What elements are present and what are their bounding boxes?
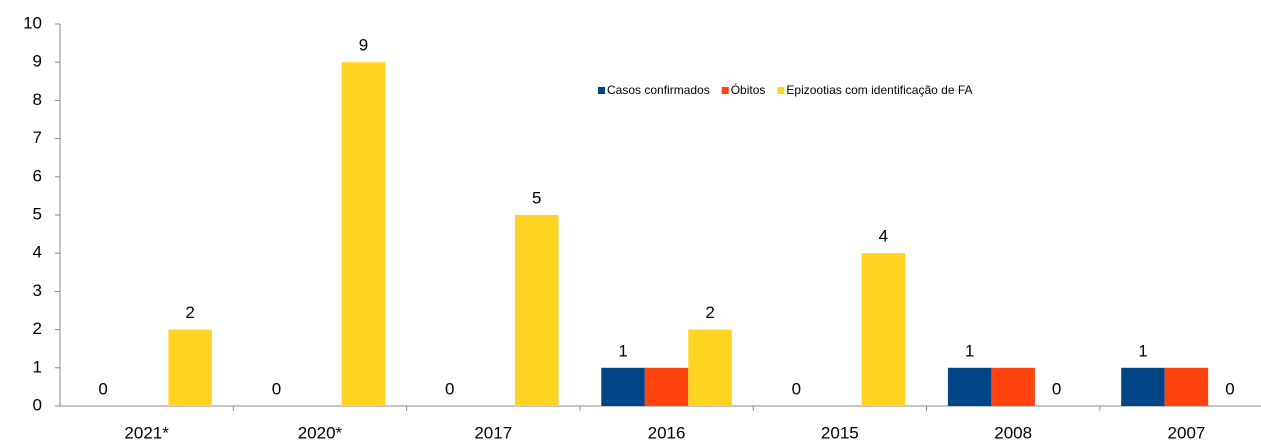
legend-swatch (721, 87, 729, 94)
data-label: 1 (618, 341, 627, 360)
data-label: 0 (792, 379, 801, 398)
data-label: 4 (879, 227, 888, 246)
bar (515, 215, 559, 406)
legend-label: Óbitos (731, 82, 766, 97)
y-tick-label: 9 (33, 52, 42, 71)
y-tick-label: 1 (33, 357, 42, 376)
data-label: 0 (1052, 379, 1061, 398)
x-tick-label: 2008 (994, 423, 1032, 442)
y-tick-label: 2 (33, 319, 42, 338)
y-tick-label: 7 (33, 128, 42, 147)
y-tick-label: 0 (33, 395, 42, 414)
data-label: 0 (445, 379, 454, 398)
bar (688, 329, 732, 406)
data-label: 0 (1225, 379, 1234, 398)
y-tick-label: 10 (23, 13, 42, 32)
data-label: 0 (272, 379, 281, 398)
bar (947, 367, 992, 406)
x-tick-label: 2007 (1168, 423, 1206, 442)
y-tick-label: 5 (33, 204, 42, 223)
bar (861, 253, 906, 406)
bar (341, 62, 386, 406)
y-tick-label: 6 (33, 166, 42, 185)
legend-label: Epizootias com identificação de FA (786, 83, 972, 97)
x-tick-label: 2020* (298, 423, 343, 442)
x-tick-label: 2017 (474, 423, 512, 442)
legend-label: Casos confirmados (607, 83, 710, 97)
bar (644, 367, 689, 406)
y-tick-label: 8 (33, 90, 42, 109)
x-tick-label: 2016 (648, 423, 686, 442)
bar (168, 329, 212, 406)
data-label: 2 (705, 303, 714, 322)
bar (991, 367, 1035, 406)
data-label: 1 (1138, 341, 1147, 360)
data-label: 2 (185, 303, 194, 322)
data-label: 1 (965, 341, 974, 360)
legend-swatch (598, 87, 605, 94)
y-tick-label: 4 (33, 243, 42, 262)
bar (601, 367, 645, 406)
legend-swatch (777, 87, 785, 94)
y-tick-label: 3 (33, 281, 42, 300)
x-tick-label: 2021* (124, 423, 169, 442)
data-label: 9 (359, 36, 368, 55)
x-tick-label: 2015 (821, 423, 859, 442)
bar (1164, 367, 1209, 406)
bar (1121, 367, 1165, 406)
data-label: 0 (98, 379, 107, 398)
data-label: 5 (532, 188, 541, 207)
